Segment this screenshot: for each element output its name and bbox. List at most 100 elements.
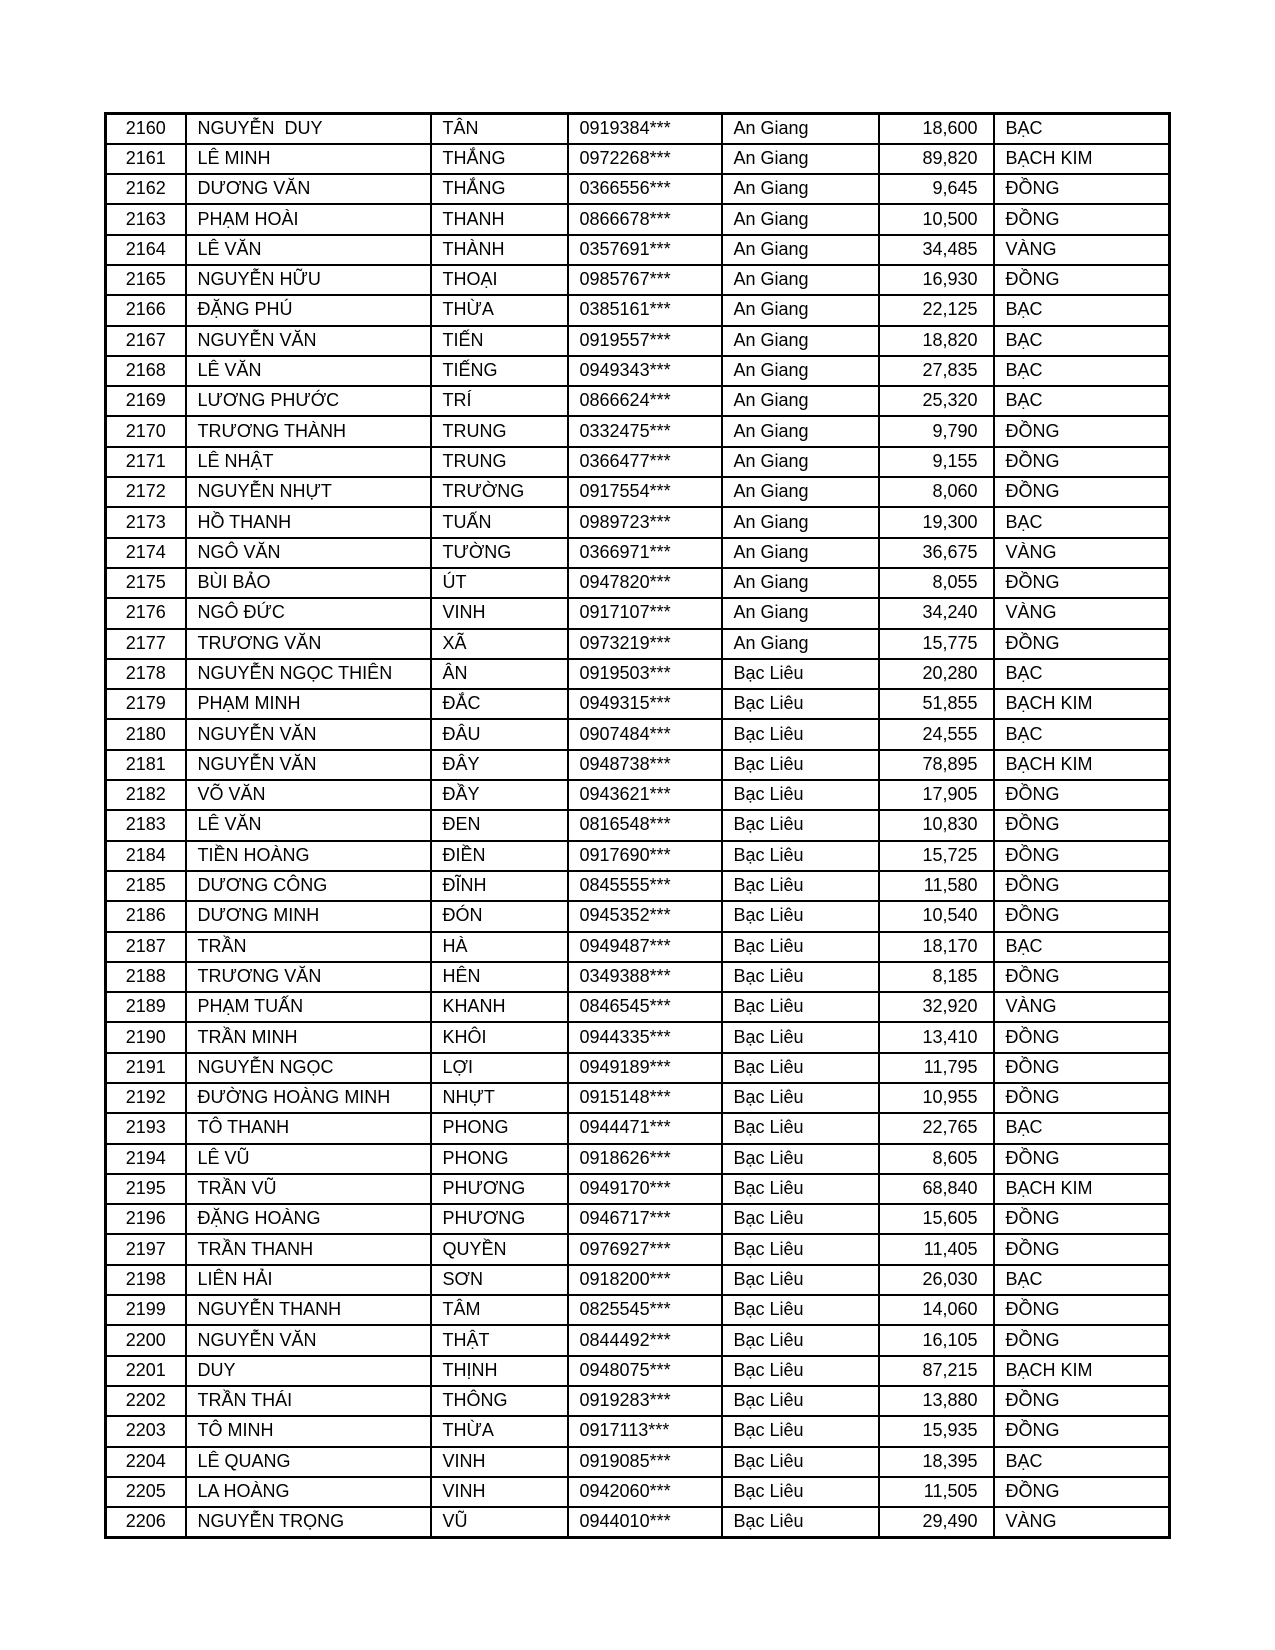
cell-stt: 2205 <box>104 1475 187 1509</box>
cell-diem: 8,060 <box>877 476 995 509</box>
cell-diem: 10,540 <box>877 900 995 933</box>
cell-stt: 2191 <box>104 1051 187 1085</box>
cell-so-dien-thoai: 0918200*** <box>566 1263 723 1297</box>
cell-tinh-thanh: Bạc Liêu <box>720 1233 880 1266</box>
cell-stt: 2160 <box>104 112 187 145</box>
cell-tinh-thanh: An Giang <box>720 294 880 327</box>
cell-tinh-thanh: An Giang <box>720 173 880 206</box>
table-row: 2163 PHẠM HOÀI THANH 0866678*** An Giang 10,5… <box>104 203 1171 236</box>
cell-stt: 2186 <box>104 900 187 933</box>
cell-ten: THỪA <box>429 1415 569 1448</box>
cell-hang-hoi-vien: BẠCH KIM <box>992 142 1171 176</box>
table-row: 2195 TRẦN VŨ PHƯƠNG 0949170*** Bạc Liêu 68,84… <box>104 1172 1171 1206</box>
cell-tinh-thanh: Bạc Liêu <box>720 839 880 872</box>
cell-so-dien-thoai: 0816548*** <box>566 809 723 842</box>
table-row: 2205 LA HOÀNG VINH 0942060*** Bạc Liêu 11,505… <box>104 1475 1171 1509</box>
table-row: 2201 DUY THỊNH 0948075*** Bạc Liêu 87,215 BẠCH… <box>104 1354 1171 1387</box>
cell-hang-hoi-vien: ĐỒNG <box>992 1384 1171 1418</box>
cell-diem: 25,320 <box>877 385 995 418</box>
cell-ho-ten-dem: DƯƠNG CÔNG <box>184 869 432 903</box>
cell-hang-hoi-vien: ĐỒNG <box>992 263 1171 297</box>
cell-ho-ten-dem: TRẦN <box>184 930 432 963</box>
cell-hang-hoi-vien: ĐỒNG <box>992 1203 1171 1236</box>
cell-ho-ten-dem: DƯƠNG MINH <box>184 900 432 933</box>
cell-tinh-thanh: Bạc Liêu <box>720 1112 880 1145</box>
cell-ten: VINH <box>429 597 569 630</box>
table-row: 2186 DƯƠNG MINH ĐÓN 0945352*** Bạc Liêu 10,54… <box>104 900 1171 933</box>
table-row: 2197 TRẦN THANH QUYỀN 0976927*** Bạc Liêu 11,… <box>104 1233 1171 1266</box>
cell-diem: 9,790 <box>877 415 995 448</box>
table-row: 2165 NGUYỄN HỮU THOẠI 0985767*** An Giang 16,… <box>104 263 1171 297</box>
cell-stt: 2199 <box>104 1294 187 1327</box>
cell-stt: 2204 <box>104 1445 187 1478</box>
cell-hang-hoi-vien: BẠC <box>992 930 1171 963</box>
cell-hang-hoi-vien: ĐỒNG <box>992 415 1171 448</box>
cell-tinh-thanh: Bạc Liêu <box>720 748 880 782</box>
cell-tinh-thanh: An Giang <box>720 536 880 569</box>
cell-ten: THẬT <box>429 1324 569 1357</box>
cell-diem: 19,300 <box>877 506 995 539</box>
cell-so-dien-thoai: 0825545*** <box>566 1294 723 1327</box>
cell-stt: 2181 <box>104 748 187 782</box>
cell-diem: 11,405 <box>877 1233 995 1266</box>
cell-diem: 34,485 <box>877 233 995 266</box>
cell-hang-hoi-vien: VÀNG <box>992 536 1171 569</box>
cell-diem: 9,155 <box>877 445 995 479</box>
cell-ho-ten-dem: NGUYỄN VĂN <box>184 718 432 751</box>
cell-diem: 18,600 <box>877 112 995 145</box>
cell-stt: 2195 <box>104 1172 187 1206</box>
cell-so-dien-thoai: 0919085*** <box>566 1445 723 1478</box>
cell-ten: TRUNG <box>429 445 569 479</box>
table-row: 2170 TRƯƠNG THÀNH TRUNG 0332475*** An Giang 9… <box>104 415 1171 448</box>
cell-so-dien-thoai: 0944471*** <box>566 1112 723 1145</box>
cell-tinh-thanh: Bạc Liêu <box>720 657 880 691</box>
cell-hang-hoi-vien: BẠC <box>992 294 1171 327</box>
cell-ho-ten-dem: NGÔ VĂN <box>184 536 432 569</box>
cell-hang-hoi-vien: BẠCH KIM <box>992 1354 1171 1387</box>
cell-diem: 15,725 <box>877 839 995 872</box>
cell-tinh-thanh: Bạc Liêu <box>720 869 880 903</box>
table-row: 2168 LÊ VĂN TIẾNG 0949343*** An Giang 27,835 B… <box>104 354 1171 388</box>
cell-hang-hoi-vien: VÀNG <box>992 991 1171 1024</box>
cell-tinh-thanh: An Giang <box>720 506 880 539</box>
table-row: 2179 PHẠM MINH ĐẮC 0949315*** Bạc Liêu 51,855… <box>104 688 1171 721</box>
cell-diem: 8,055 <box>877 566 995 600</box>
cell-stt: 2201 <box>104 1354 187 1387</box>
cell-so-dien-thoai: 0844492*** <box>566 1324 723 1357</box>
cell-ten: TRÍ <box>429 385 569 418</box>
cell-ho-ten-dem: NGUYỄN VĂN <box>184 1324 432 1357</box>
cell-diem: 11,505 <box>877 1475 995 1509</box>
cell-hang-hoi-vien: ĐỒNG <box>992 203 1171 236</box>
cell-diem: 8,185 <box>877 960 995 994</box>
cell-diem: 36,675 <box>877 536 995 569</box>
cell-diem: 34,240 <box>877 597 995 630</box>
cell-ho-ten-dem: TÔ THANH <box>184 1112 432 1145</box>
table-row: 2176 NGÔ ĐỨC VINH 0917107*** An Giang 34,240 V… <box>104 597 1171 630</box>
table-row: 2203 TÔ MINH THỪA 0917113*** Bạc Liêu 15,935 Đ… <box>104 1415 1171 1448</box>
cell-diem: 15,605 <box>877 1203 995 1236</box>
cell-ten: ĐẦY <box>429 779 569 812</box>
cell-stt: 2170 <box>104 415 187 448</box>
cell-so-dien-thoai: 0917690*** <box>566 839 723 872</box>
cell-hang-hoi-vien: BẠC <box>992 657 1171 691</box>
cell-so-dien-thoai: 0366477*** <box>566 445 723 479</box>
cell-ho-ten-dem: NGÔ ĐỨC <box>184 597 432 630</box>
cell-hang-hoi-vien: ĐỒNG <box>992 1051 1171 1085</box>
cell-hang-hoi-vien: BẠCH KIM <box>992 748 1171 782</box>
cell-diem: 10,955 <box>877 1081 995 1115</box>
cell-so-dien-thoai: 0919384*** <box>566 112 723 145</box>
cell-tinh-thanh: Bạc Liêu <box>720 1203 880 1236</box>
cell-stt: 2185 <box>104 869 187 903</box>
cell-hang-hoi-vien: BẠCH KIM <box>992 688 1171 721</box>
cell-tinh-thanh: Bạc Liêu <box>720 1415 880 1448</box>
members-table-body: 2160 NGUYỄN DUY TÂN 0919384*** An Giang 18,60… <box>104 112 1171 1539</box>
cell-ten: TIẾNG <box>429 354 569 388</box>
cell-so-dien-thoai: 0915148*** <box>566 1081 723 1115</box>
cell-ten: TUẤN <box>429 506 569 539</box>
cell-ten: PHƯƠNG <box>429 1203 569 1236</box>
cell-diem: 14,060 <box>877 1294 995 1327</box>
cell-hang-hoi-vien: VÀNG <box>992 597 1171 630</box>
cell-ten: TÂN <box>429 112 569 145</box>
cell-hang-hoi-vien: ĐỒNG <box>992 445 1171 479</box>
cell-ho-ten-dem: LÊ VĂN <box>184 354 432 388</box>
